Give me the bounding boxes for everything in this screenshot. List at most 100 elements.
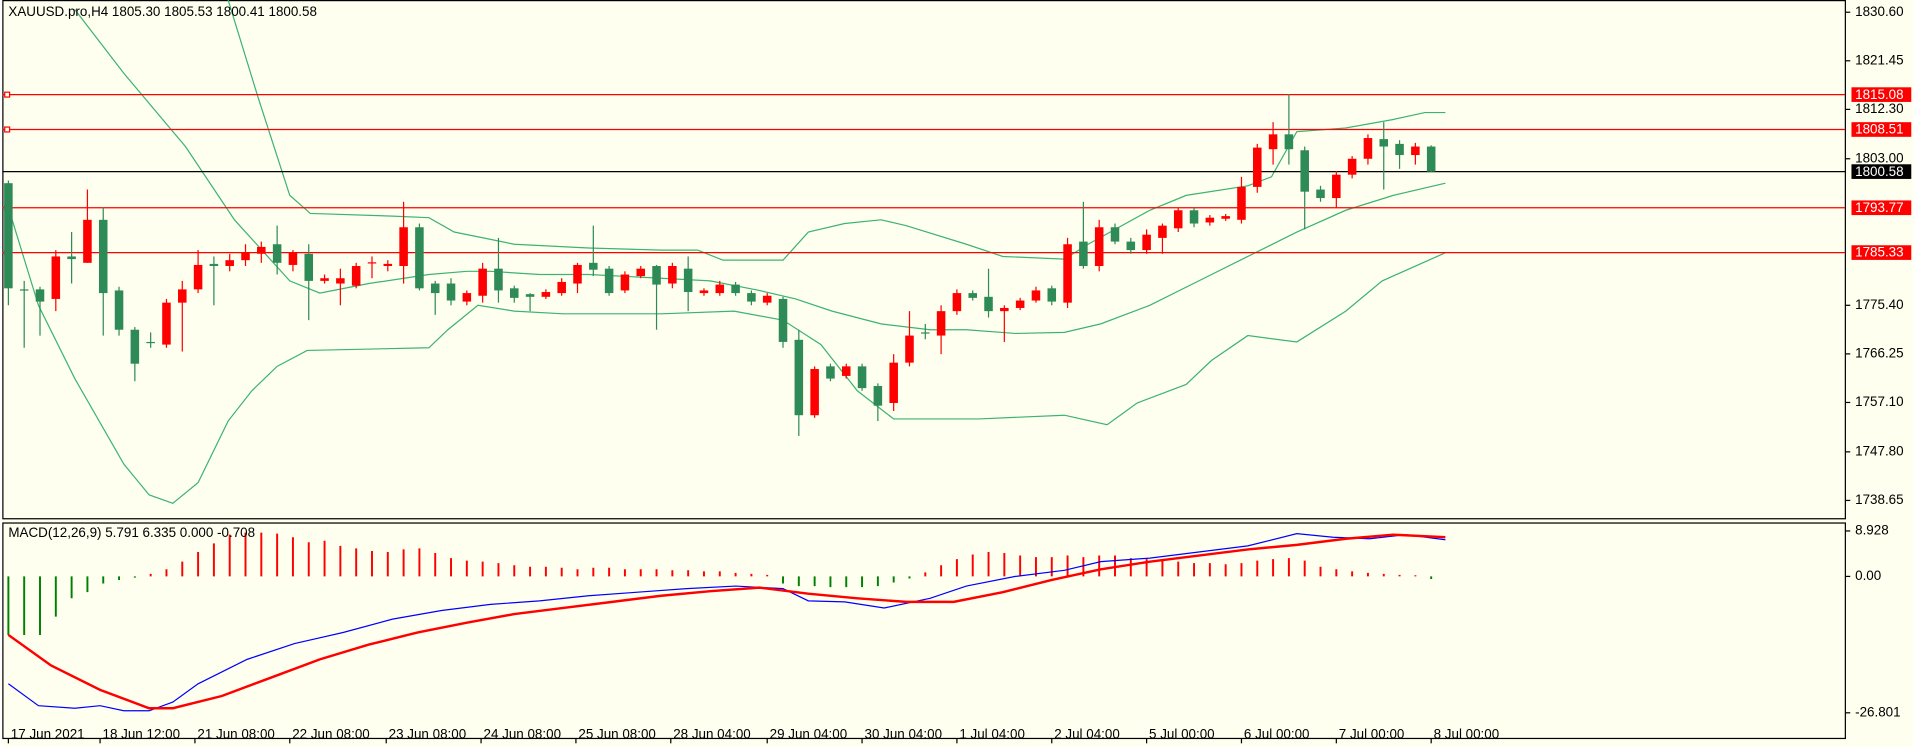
candle-body [778,298,788,342]
candle-body [1079,241,1088,267]
candle-body [1063,244,1072,303]
level-handle [4,126,11,133]
candle-body [525,294,535,297]
candle-body [668,266,677,284]
candle-body [1284,134,1294,150]
candle-body [731,284,740,294]
band-line [227,0,1446,261]
candle-body [257,246,266,254]
y-tick-label: 1812.30 [1855,101,1903,116]
candle-body [1316,189,1325,199]
axes: 1830.60 1821.45 1812.30 1803.00 1775.40 1766.… [7,4,1912,744]
candle-body [241,252,250,261]
x-tick-label: 30 Jun 04:00 [864,726,942,741]
y-tick-label: 1747.80 [1855,443,1903,458]
x-tick-label: 22 Jun 08:00 [292,726,370,741]
y-tick-label: 1775.40 [1855,297,1903,312]
candle-body [509,288,519,298]
y-tick-label: 1757.10 [1855,394,1903,409]
x-tick-label: 29 Jun 04:00 [770,726,848,741]
candle-body [1031,290,1041,301]
candle-body [1411,146,1420,156]
macd-title: MACD(12,26,9) 5.791 6.335 0.000 -0.708 [8,525,255,540]
candle-body [810,369,819,416]
level-box [1851,87,1912,102]
candle-body [272,244,282,263]
level-box [1851,200,1912,216]
candle-body [67,256,76,260]
candle-body [1253,147,1262,187]
candle-body [1395,143,1404,156]
main-plot [2,0,1846,505]
candle-body [114,290,124,330]
candle-body [351,266,361,286]
candle-body [557,281,566,294]
x-tick-label: 17 Jun 2021 [11,726,85,741]
candle-body [968,293,977,298]
x-tick-label: 24 Jun 08:00 [484,726,562,741]
candle-body [178,289,187,303]
main-panel [2,0,1846,520]
candle-body [826,366,835,379]
candle-body [383,263,393,267]
candle-body [652,266,661,285]
level-box [1851,122,1912,137]
candle-body [320,278,329,281]
candle-body [4,183,13,289]
candle-body [19,289,29,291]
x-tick-label: 5 Jul 00:00 [1149,726,1215,741]
chart-title: XAUUSD.pro,H4 1805.30 1805.53 1800.41 18… [8,4,317,19]
x-tick-label: 23 Jun 08:00 [389,726,467,741]
x-tick-label: 28 Jun 04:00 [673,726,751,741]
candle-body [1189,210,1199,224]
candle-body [699,290,709,294]
candle-body [1047,288,1057,302]
candle-body [446,283,456,301]
candle-body [1426,146,1436,172]
candle-body [604,268,614,294]
candle-body [494,268,503,291]
macd-plot [7,532,1446,712]
candle-body [336,278,345,284]
candle-body [841,366,851,376]
candle-body [1015,300,1025,308]
candle-body [589,262,598,270]
candle-body [541,292,551,297]
candle-body [984,296,993,312]
candle-body [1379,139,1389,147]
macd-line [8,533,1446,712]
candle-body [478,268,487,296]
candle-body [905,335,914,363]
candle-body [83,219,92,263]
candle-body [1158,225,1167,238]
candle-body [1142,234,1151,251]
x-tick-label: 1 Jul 04:00 [959,726,1025,741]
band-line [74,9,1446,335]
current-price-label: 1800.58 [1855,164,1903,179]
candle-body [162,302,171,345]
x-tick-label: 2 Jul 04:00 [1054,726,1120,741]
candle-body [304,253,314,281]
candle-body [683,268,693,293]
x-tick-label: 7 Jul 00:00 [1339,726,1405,741]
x-tick-label: 18 Jun 12:00 [103,726,181,741]
candle-body [857,366,867,389]
candle-body [1237,186,1246,220]
candle-body [209,263,219,267]
candle-body [620,274,630,291]
candle-body [399,227,408,267]
candle-body [1110,227,1120,242]
candle-body [1221,216,1230,219]
candle-body [51,256,61,299]
candle-body [889,362,898,404]
y-tick-label: 0.00 [1855,568,1881,583]
level-label: 1793.77 [1855,200,1903,215]
candle-body [367,262,377,264]
candle-body [873,386,883,406]
candle-body [1332,174,1341,199]
current-price-box [1851,164,1912,179]
y-tick-label: -26.801 [1855,704,1900,719]
